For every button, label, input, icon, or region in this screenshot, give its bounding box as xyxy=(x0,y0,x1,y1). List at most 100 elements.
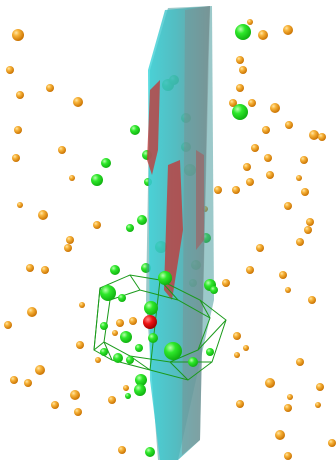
green-particle-sphere-icon xyxy=(100,285,116,301)
orange-particle-sphere-icon xyxy=(296,238,304,246)
orange-particle-sphere-icon xyxy=(239,66,247,74)
orange-particle-sphere-icon xyxy=(79,302,85,308)
orange-particle-sphere-icon xyxy=(283,25,293,35)
green-particle-sphere-icon xyxy=(130,125,140,135)
green-particle-sphere-icon xyxy=(101,158,111,168)
orange-particle-sphere-icon xyxy=(14,126,22,134)
orange-particle-sphere-icon xyxy=(4,321,12,329)
plane-red-patch-2 xyxy=(164,160,183,300)
green-particle-sphere-icon xyxy=(126,356,134,364)
green-particle-sphere-icon xyxy=(110,265,120,275)
orange-particle-sphere-icon xyxy=(58,146,66,154)
orange-particle-sphere-icon xyxy=(315,402,321,408)
green-particle-sphere-icon xyxy=(120,331,132,343)
orange-particle-sphere-icon xyxy=(301,188,309,196)
orange-particle-sphere-icon xyxy=(51,401,59,409)
orange-particle-sphere-icon xyxy=(38,210,48,220)
orange-particle-sphere-icon xyxy=(243,345,249,351)
orange-particle-sphere-icon xyxy=(24,379,32,387)
orange-particle-sphere-icon xyxy=(222,279,230,287)
orange-particle-sphere-icon xyxy=(93,221,101,229)
orange-particle-sphere-icon xyxy=(270,103,280,113)
orange-particle-sphere-icon xyxy=(287,394,293,400)
orange-particle-sphere-icon xyxy=(76,341,84,349)
plane-red-patch-1 xyxy=(147,80,160,175)
orange-particle-sphere-icon xyxy=(66,236,74,244)
orange-particle-sphere-icon xyxy=(285,121,293,129)
orange-particle-sphere-icon xyxy=(262,126,270,134)
orange-particle-sphere-icon xyxy=(279,271,287,279)
green-particle-sphere-icon xyxy=(91,174,103,186)
orange-particle-sphere-icon xyxy=(246,178,254,186)
orange-particle-sphere-icon xyxy=(236,400,244,408)
orange-particle-sphere-icon xyxy=(232,186,240,194)
orange-particle-sphere-icon xyxy=(284,202,292,210)
orange-particle-sphere-icon xyxy=(69,175,75,181)
orange-particle-sphere-icon xyxy=(247,19,253,25)
orange-particle-sphere-icon xyxy=(304,226,312,234)
orange-particle-sphere-icon xyxy=(129,317,137,325)
orange-particle-sphere-icon xyxy=(308,296,316,304)
green-particle-sphere-icon xyxy=(148,333,158,343)
orange-particle-sphere-icon xyxy=(316,383,324,391)
orange-particle-sphere-icon xyxy=(318,133,326,141)
orange-particle-sphere-icon xyxy=(300,156,308,164)
orange-particle-sphere-icon xyxy=(265,378,275,388)
orange-particle-sphere-icon xyxy=(246,266,254,274)
orange-particle-sphere-icon xyxy=(233,332,241,340)
green-particle-sphere-icon xyxy=(235,24,251,40)
red-particle-sphere-icon xyxy=(143,315,157,329)
orange-particle-sphere-icon xyxy=(229,99,237,107)
orange-particle-sphere-icon xyxy=(17,202,23,208)
orange-particle-sphere-icon xyxy=(285,287,291,293)
orange-particle-sphere-icon xyxy=(309,130,319,140)
green-particle-sphere-icon xyxy=(134,384,146,396)
orange-particle-sphere-icon xyxy=(236,56,244,64)
orange-particle-sphere-icon xyxy=(123,385,129,391)
orange-particle-sphere-icon xyxy=(256,244,264,252)
green-particle-sphere-icon xyxy=(144,301,158,315)
green-particle-sphere-icon xyxy=(118,294,126,302)
orange-particle-sphere-icon xyxy=(46,84,54,92)
orange-particle-sphere-icon xyxy=(12,29,24,41)
orange-particle-sphere-icon xyxy=(266,171,274,179)
green-particle-sphere-icon xyxy=(100,348,108,356)
orange-particle-sphere-icon xyxy=(112,330,118,336)
green-particle-sphere-icon xyxy=(210,286,218,294)
orange-particle-sphere-icon xyxy=(26,264,34,272)
orange-particle-sphere-icon xyxy=(70,390,80,400)
foreground-particles xyxy=(100,24,251,457)
green-particle-sphere-icon xyxy=(158,271,172,285)
green-particle-sphere-icon xyxy=(232,104,248,120)
green-particle-sphere-icon xyxy=(145,447,155,457)
green-particle-sphere-icon xyxy=(113,353,123,363)
orange-particle-sphere-icon xyxy=(236,84,244,92)
orange-particle-sphere-icon xyxy=(95,357,101,363)
orange-particle-sphere-icon xyxy=(248,99,256,107)
green-particle-sphere-icon xyxy=(135,374,147,386)
orange-particle-sphere-icon xyxy=(10,376,18,384)
orange-particle-sphere-icon xyxy=(214,186,222,194)
orange-particle-sphere-icon xyxy=(73,97,83,107)
green-particle-sphere-icon xyxy=(206,348,214,356)
orange-particle-sphere-icon xyxy=(35,365,45,375)
orange-particle-sphere-icon xyxy=(328,439,336,447)
orange-particle-sphere-icon xyxy=(27,307,37,317)
plane-gray-strip xyxy=(182,6,210,455)
orange-particle-sphere-icon xyxy=(284,452,292,460)
orange-particle-sphere-icon xyxy=(108,396,116,404)
orange-particle-sphere-icon xyxy=(116,319,124,327)
orange-particle-sphere-icon xyxy=(306,218,314,226)
orange-particle-sphere-icon xyxy=(284,404,292,412)
green-particle-sphere-icon xyxy=(137,215,147,225)
orange-particle-sphere-icon xyxy=(264,154,272,162)
green-particle-sphere-icon xyxy=(135,344,143,352)
green-particle-sphere-icon xyxy=(125,393,131,399)
orange-particle-sphere-icon xyxy=(296,175,302,181)
green-particle-sphere-icon xyxy=(188,357,198,367)
green-particle-sphere-icon xyxy=(100,322,108,330)
green-particle-sphere-icon xyxy=(126,224,134,232)
orange-particle-sphere-icon xyxy=(6,66,14,74)
